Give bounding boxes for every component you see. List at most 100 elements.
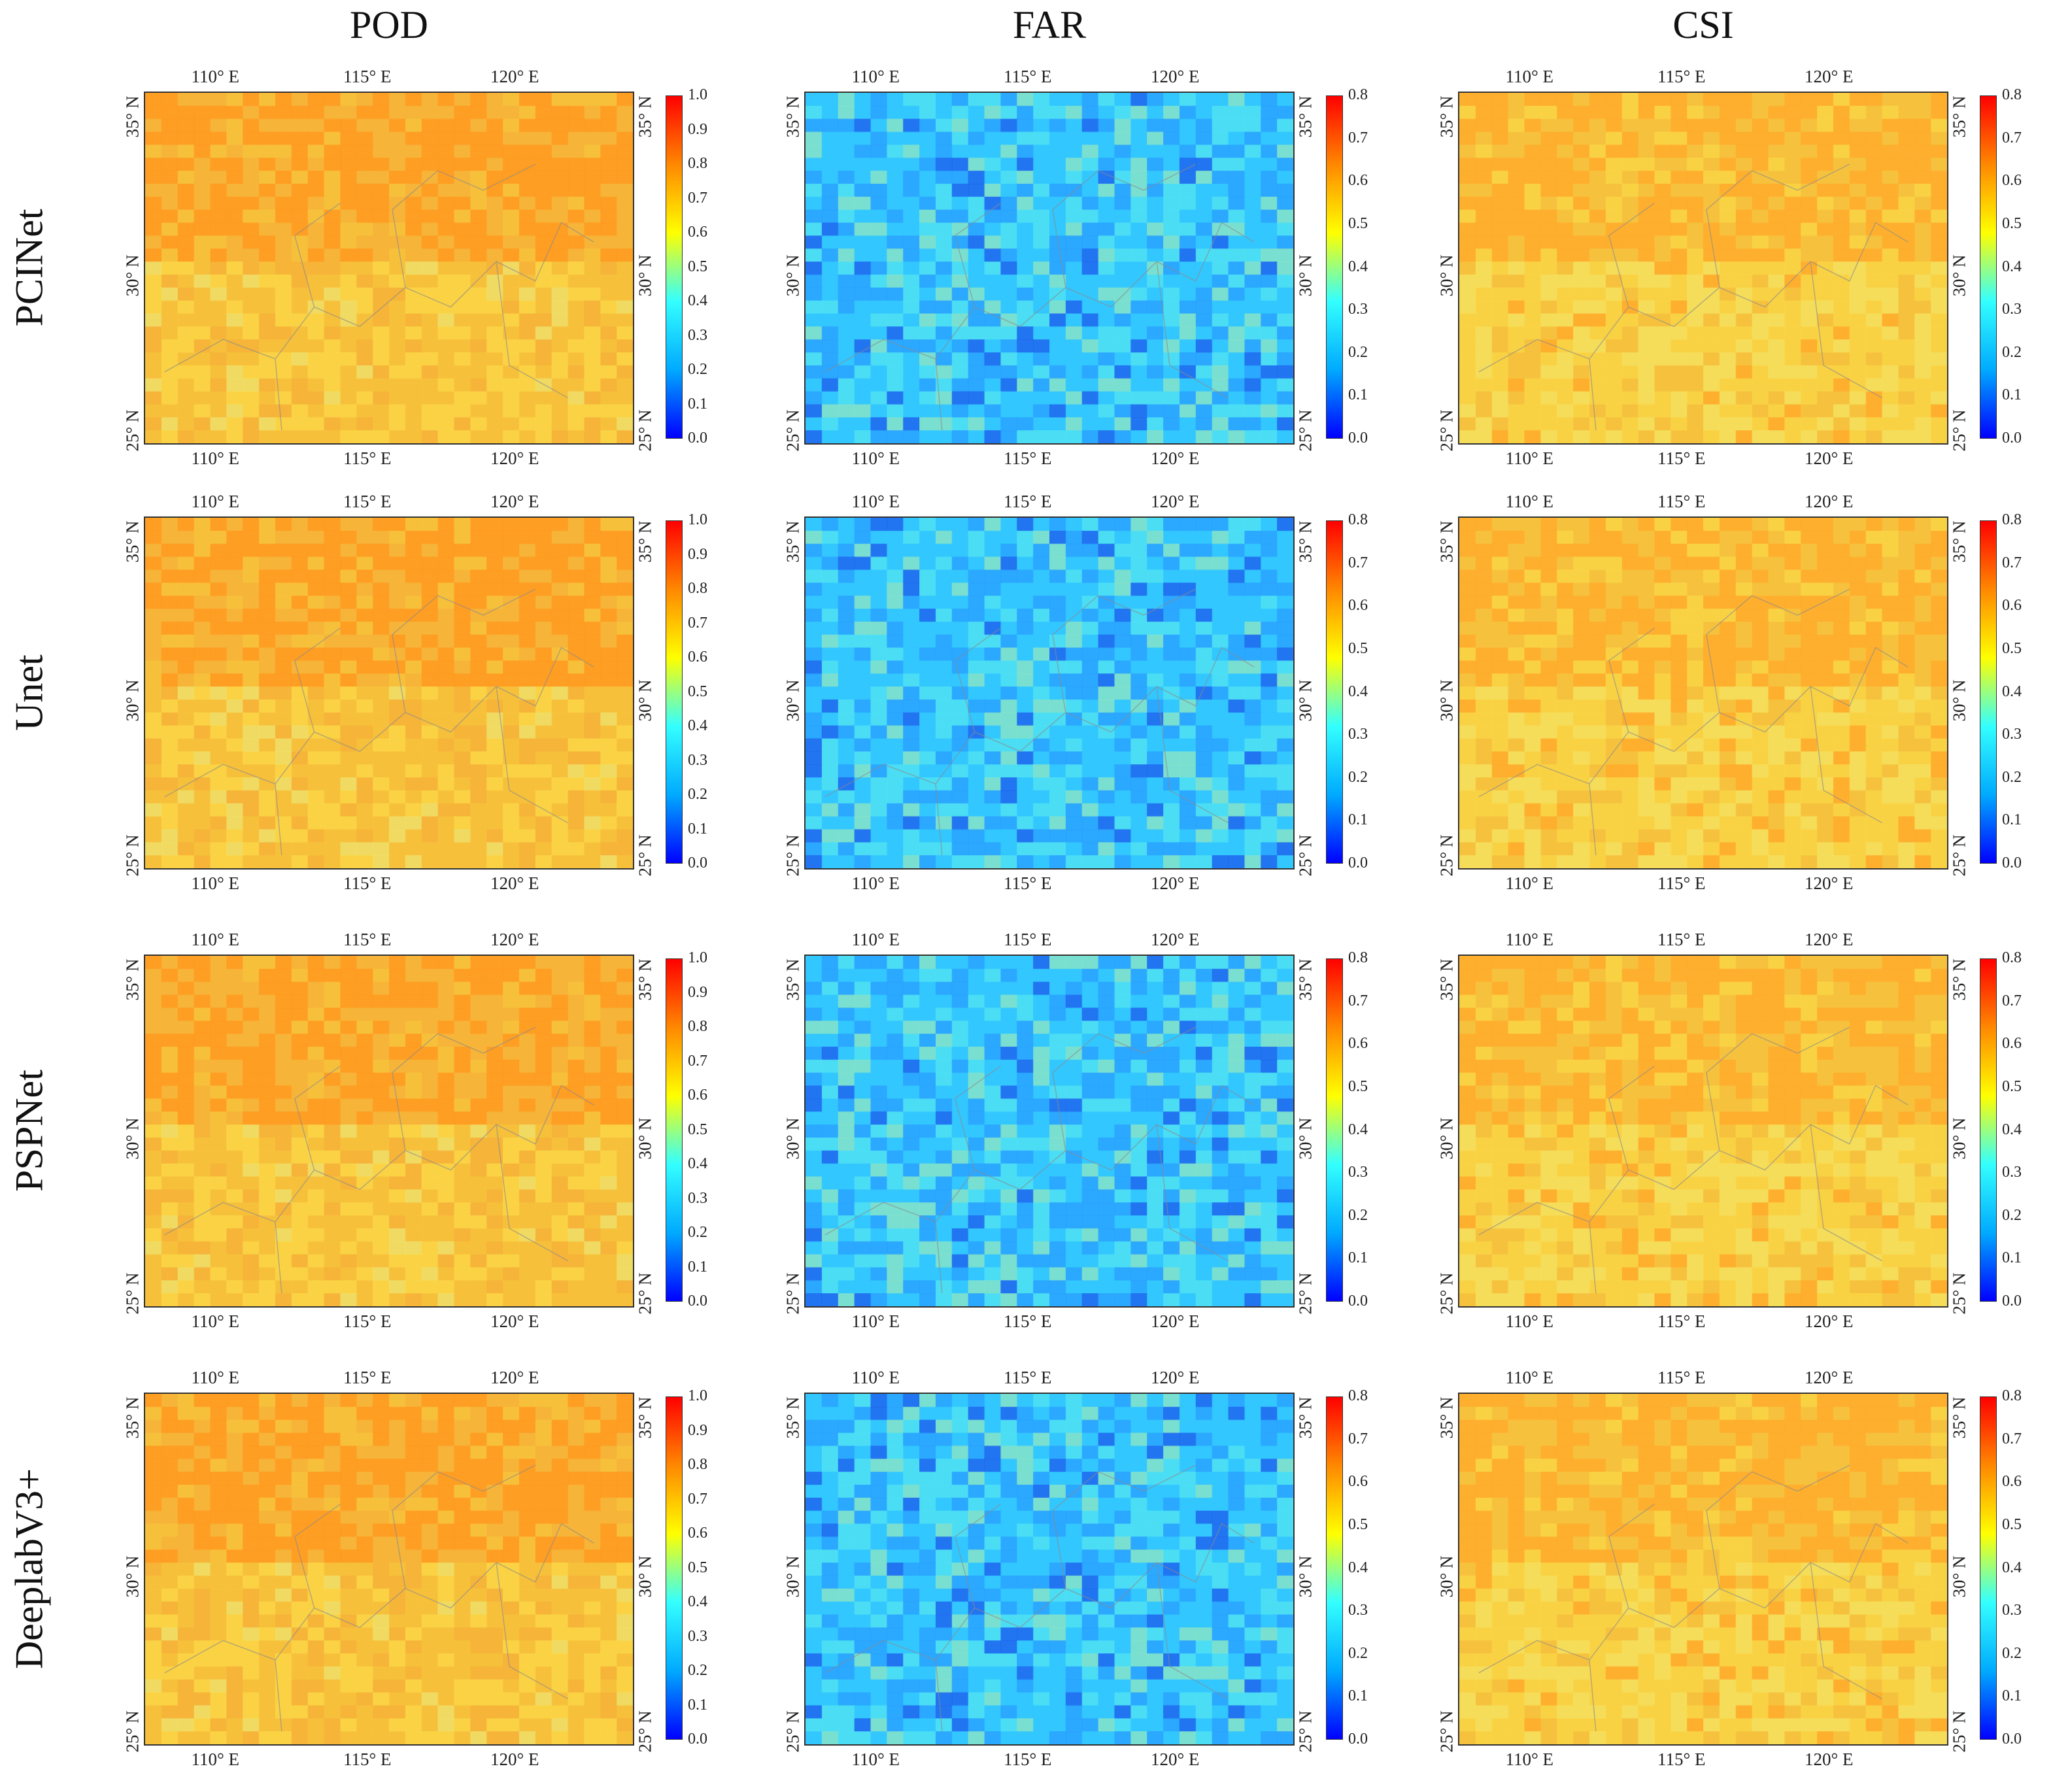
lon-tick-label: 120° E — [1151, 448, 1200, 468]
lat-tick-label: 35° N — [635, 1396, 655, 1439]
map-panel-csi-pspnet — [1458, 955, 1948, 1308]
lon-tick-label: 120° E — [1805, 67, 1854, 86]
lon-tick-label: 120° E — [490, 1368, 539, 1387]
lon-tick-label: 115° E — [1004, 930, 1052, 949]
colorbar-tick-label: 0.2 — [2002, 343, 2022, 361]
colorbar-tick-label: 0.6 — [2002, 597, 2022, 615]
lat-tick-label: 25° N — [1949, 834, 1969, 877]
lon-tick-label: 110° E — [191, 1311, 240, 1331]
lat-tick-label: 30° N — [1436, 1117, 1457, 1160]
lon-tick-label: 120° E — [1805, 1368, 1854, 1387]
colorbar-tick-label: 0.0 — [2002, 430, 2022, 447]
colorbar-tick-label: 0.0 — [1348, 1293, 1368, 1310]
lat-tick-label: 25° N — [122, 409, 143, 452]
colorbar-tick-label: 0.6 — [2002, 1473, 2022, 1491]
colorbar-tick-label: 0.3 — [2002, 301, 2022, 318]
lat-tick-label: 35° N — [1436, 520, 1457, 563]
province-boundaries — [164, 588, 594, 856]
lat-tick-label: 35° N — [635, 95, 655, 138]
colorbar-tick-label: 0.1 — [2002, 811, 2022, 829]
lon-tick-label: 120° E — [1151, 873, 1200, 893]
province-boundaries — [824, 1464, 1255, 1732]
lon-tick-label: 110° E — [1505, 1311, 1554, 1331]
lon-tick-label: 110° E — [1505, 492, 1554, 511]
lon-tick-label: 115° E — [1004, 67, 1052, 86]
colorbar-tick-label: 0.8 — [1348, 511, 1368, 528]
lon-tick-label: 115° E — [1004, 1368, 1052, 1387]
colorbar-far — [1326, 958, 1343, 1302]
province-boundaries — [1478, 163, 1909, 431]
colorbar-tick-label: 0.1 — [1348, 811, 1368, 829]
colorbar-tick-label: 0.3 — [1348, 1602, 1368, 1619]
lon-tick-label: 110° E — [851, 492, 900, 511]
lon-tick-label: 110° E — [191, 930, 240, 949]
lon-tick-label: 110° E — [1505, 873, 1554, 893]
colorbar-tick-label: 0.2 — [2002, 1644, 2022, 1662]
colorbar-tick-label: 0.9 — [688, 120, 707, 138]
province-boundaries — [164, 1026, 594, 1294]
lat-tick-label: 35° N — [1295, 520, 1315, 563]
lat-tick-label: 25° N — [1295, 409, 1315, 452]
colorbar-tick-label: 0.2 — [688, 1224, 707, 1241]
colorbar-tick-label: 0.2 — [1348, 343, 1368, 361]
colorbar-tick-label: 0.5 — [1348, 1077, 1368, 1095]
lon-tick-label: 115° E — [1004, 1311, 1052, 1331]
lat-tick-label: 30° N — [635, 1117, 655, 1160]
colorbar-tick-label: 0.8 — [2002, 1387, 2022, 1404]
lon-tick-label: 115° E — [1657, 448, 1706, 468]
lat-tick-label: 30° N — [122, 1555, 143, 1598]
colorbar-tick-label: 0.2 — [2002, 768, 2022, 786]
colorbar-tick-label: 0.2 — [688, 1662, 707, 1679]
lat-tick-label: 35° N — [635, 958, 655, 1001]
lon-tick-label: 110° E — [1505, 448, 1554, 468]
colorbar-tick-label: 0.4 — [2002, 683, 2022, 700]
map-panel-csi-deeplabv3 — [1458, 1393, 1948, 1746]
lon-tick-label: 110° E — [851, 873, 900, 893]
lat-tick-label: 25° N — [1436, 1710, 1457, 1753]
colorbar-tick-label: 0.4 — [1348, 258, 1368, 275]
colorbar-tick-label: 0.4 — [688, 1593, 707, 1610]
colorbar-tick-label: 0.7 — [1348, 1430, 1368, 1447]
colorbar-tick-label: 0.1 — [2002, 1249, 2022, 1267]
colorbar-tick-label: 0.5 — [2002, 639, 2022, 657]
lat-tick-label: 35° N — [1295, 95, 1315, 138]
lon-tick-label: 115° E — [343, 492, 392, 511]
lat-tick-label: 35° N — [783, 95, 803, 138]
map-panel-far-unet — [804, 516, 1295, 870]
colorbar-tick-label: 0.1 — [1348, 1687, 1368, 1705]
colorbar-far — [1326, 1396, 1343, 1740]
lat-tick-label: 25° N — [1949, 1710, 1969, 1753]
colorbar-tick-label: 0.4 — [2002, 1559, 2022, 1576]
colorbar-tick-label: 0.0 — [2002, 1293, 2022, 1310]
colorbar-tick-label: 0.6 — [1348, 172, 1368, 190]
colorbar-tick-label: 0.1 — [1348, 1249, 1368, 1267]
colorbar-csi — [1980, 520, 1997, 864]
colorbar-tick-label: 0.3 — [688, 326, 707, 344]
lon-tick-label: 115° E — [343, 1311, 392, 1331]
province-boundaries — [824, 1026, 1255, 1294]
colorbar-tick-label: 0.8 — [2002, 949, 2022, 966]
lat-tick-label: 30° N — [783, 679, 803, 722]
lon-tick-label: 115° E — [343, 448, 392, 468]
lon-tick-label: 110° E — [191, 1750, 240, 1769]
lat-tick-label: 25° N — [783, 834, 803, 877]
lat-tick-label: 25° N — [635, 1272, 655, 1315]
lon-tick-label: 110° E — [191, 873, 240, 893]
lon-tick-label: 115° E — [1657, 1750, 1706, 1769]
colorbar-tick-label: 0.8 — [2002, 86, 2022, 103]
lon-tick-label: 110° E — [191, 448, 240, 468]
province-boundaries — [164, 1464, 594, 1732]
lat-tick-label: 25° N — [635, 1710, 655, 1753]
lon-tick-label: 115° E — [1657, 67, 1706, 86]
lat-tick-label: 30° N — [1949, 679, 1969, 722]
colorbar-tick-label: 1.0 — [688, 949, 707, 966]
lon-tick-label: 120° E — [490, 1311, 539, 1331]
lat-tick-label: 25° N — [1295, 1710, 1315, 1753]
lon-tick-label: 110° E — [1505, 1750, 1554, 1769]
province-boundaries — [1478, 1464, 1909, 1732]
lon-tick-label: 115° E — [1657, 930, 1706, 949]
province-boundaries — [1478, 1026, 1909, 1294]
lat-tick-label: 30° N — [635, 679, 655, 722]
colorbar-tick-label: 0.0 — [1348, 854, 1368, 871]
lat-tick-label: 35° N — [783, 1396, 803, 1439]
